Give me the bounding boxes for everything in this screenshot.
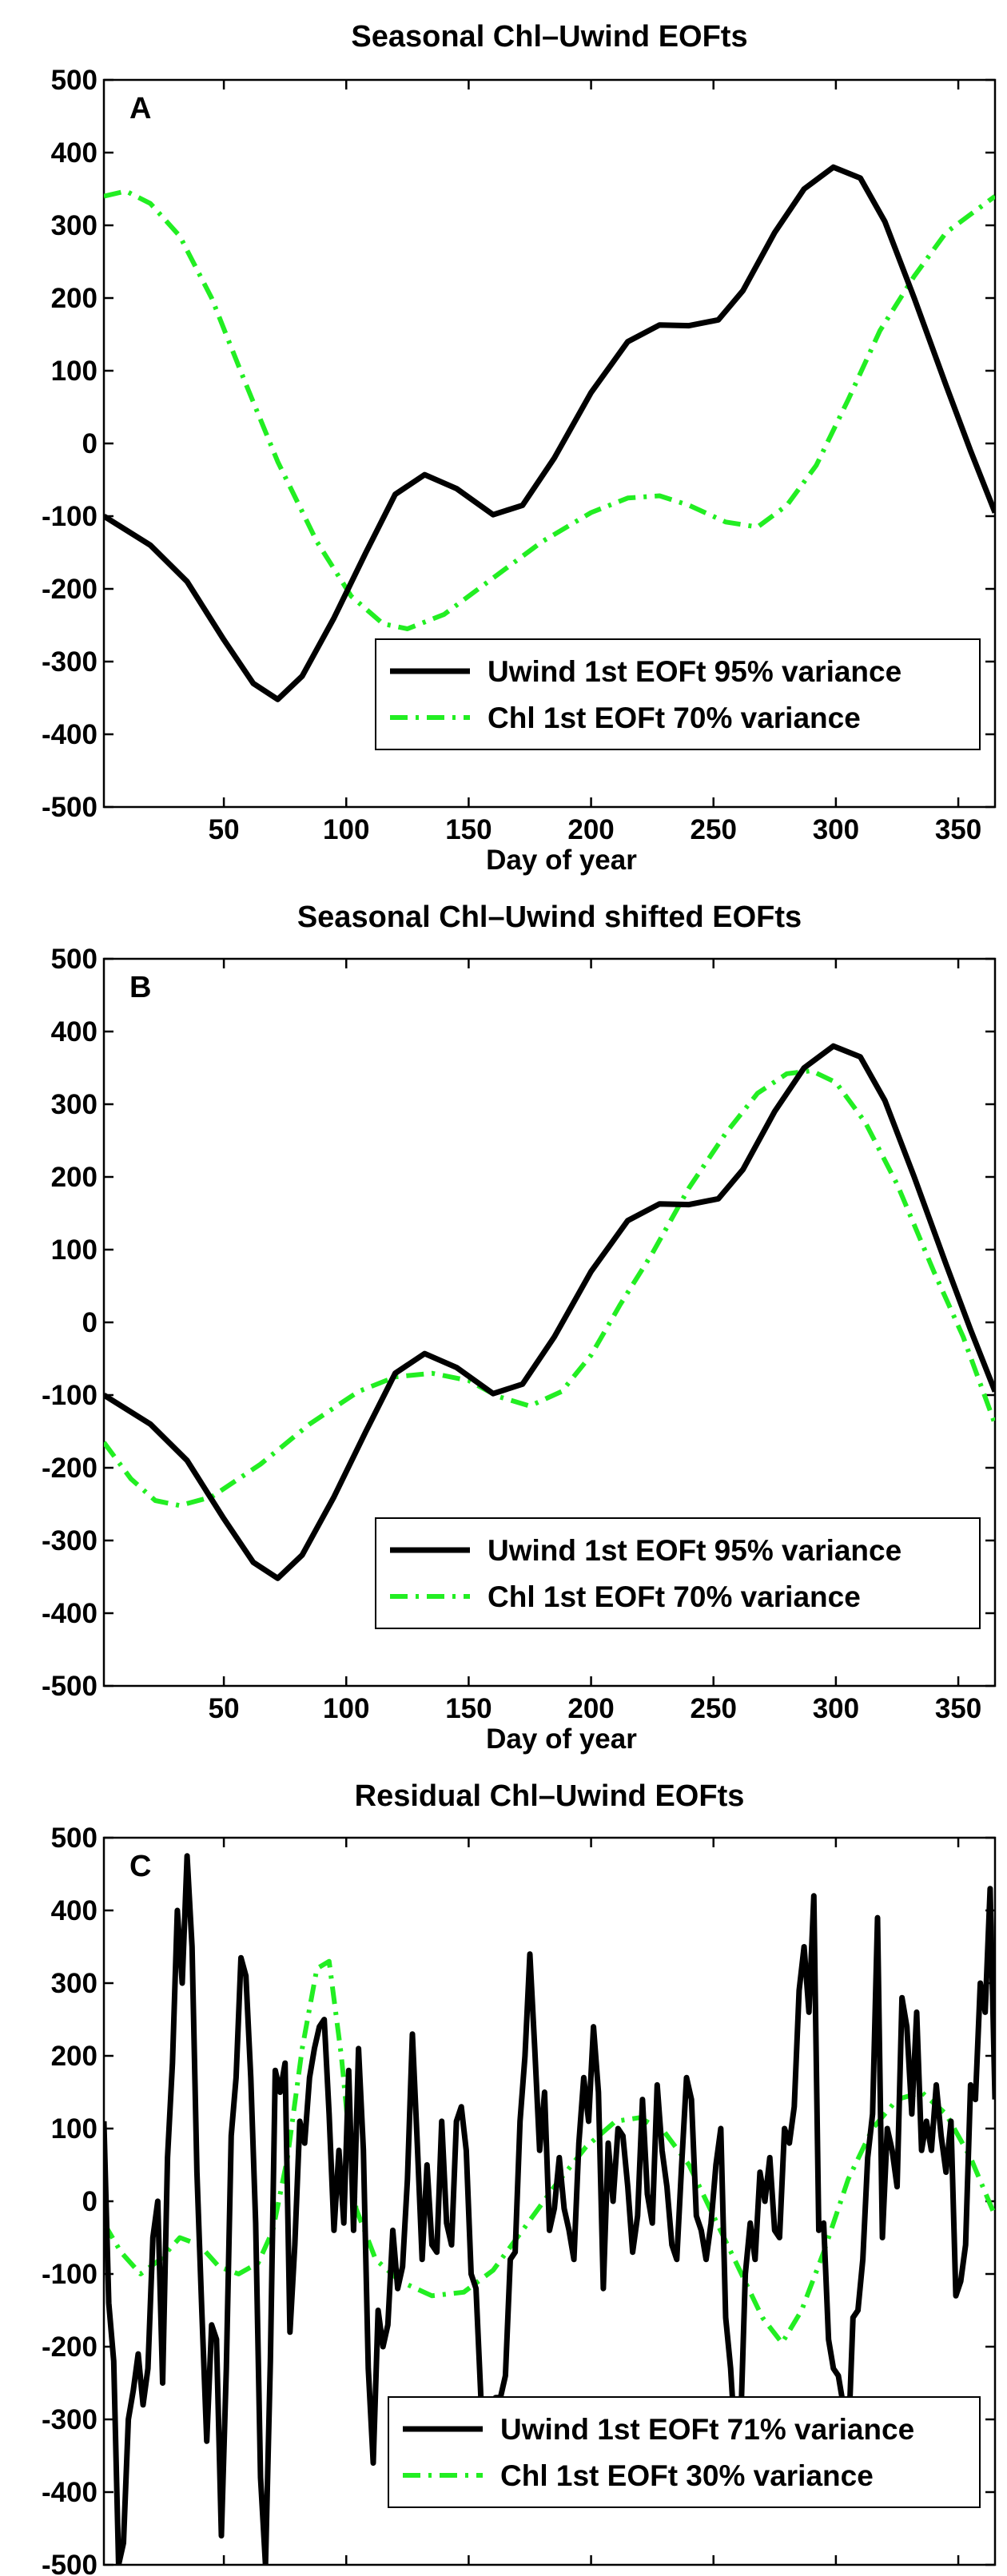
x-tick-label: 200	[567, 1693, 614, 1724]
x-tick-label: 350	[935, 2572, 981, 2576]
x-tick-label: 100	[323, 814, 369, 845]
y-tick-label: 100	[51, 356, 98, 387]
legend-label: Chl 1st EOFt 30% variance	[500, 2459, 874, 2492]
y-tick-label: -300	[42, 2404, 98, 2435]
y-tick-label: -500	[42, 792, 98, 823]
x-tick-label: 100	[323, 1693, 369, 1724]
y-tick-label: -100	[42, 501, 98, 532]
y-tick-label: -300	[42, 1525, 98, 1556]
legend: Uwind 1st EOFt 95% variance Chl 1st EOFt …	[375, 638, 981, 750]
y-tick-label: 0	[82, 428, 98, 459]
y-tick-label: -200	[42, 2332, 98, 2363]
legend-label: Uwind 1st EOFt 95% variance	[488, 655, 902, 688]
y-tick-label: 0	[82, 1307, 98, 1338]
legend-label: Chl 1st EOFt 70% variance	[488, 702, 861, 734]
x-tick-label: 300	[813, 814, 859, 845]
y-tick-label: 400	[51, 1016, 98, 1047]
y-tick-label: 200	[51, 2041, 98, 2072]
y-tick-label: 500	[51, 1823, 98, 1854]
chart-panel-b: Seasonal Chl–Uwind shifted EOFts -500 -400…	[42, 900, 997, 1755]
panel-letter: B	[129, 971, 151, 1004]
y-tick-label: -400	[42, 1598, 98, 1629]
chart-title: Seasonal Chl–Uwind EOFts	[351, 20, 747, 54]
y-tick-label: 300	[51, 1089, 98, 1120]
x-tick-label: 300	[813, 1693, 859, 1724]
y-tick-label: 0	[82, 2186, 98, 2217]
x-axis-label: Day of year	[486, 845, 637, 876]
legend-box	[375, 1517, 981, 1629]
y-tick-label: 100	[51, 2113, 98, 2145]
series-line-chl	[104, 1958, 995, 2346]
chart-title: Residual Chl–Uwind EOFts	[355, 1779, 745, 1813]
x-tick-label: 200	[567, 814, 614, 845]
x-tick-label: 300	[813, 2572, 859, 2576]
legend-label: Uwind 1st EOFt 95% variance	[488, 1534, 902, 1567]
legend-label: Chl 1st EOFt 70% variance	[488, 1580, 861, 1613]
legend: Uwind 1st EOFt 95% variance Chl 1st EOFt …	[375, 1517, 981, 1629]
y-tick-label: -500	[42, 1671, 98, 1702]
series-line-uwind	[104, 1043, 995, 1581]
series-line-chl	[104, 1068, 995, 1509]
x-tick-label: 250	[691, 2572, 737, 2576]
y-tick-label: 400	[51, 137, 98, 169]
x-tick-label: 250	[691, 814, 737, 845]
x-tick-label: 50	[209, 1693, 240, 1724]
series-line-uwind	[104, 164, 995, 702]
legend-label: Uwind 1st EOFt 71% variance	[500, 2413, 914, 2446]
chart-title: Seasonal Chl–Uwind shifted EOFts	[297, 900, 802, 934]
y-tick-label: 500	[51, 944, 98, 975]
x-tick-label: 200	[567, 2572, 614, 2576]
x-tick-label: 350	[935, 1693, 981, 1724]
x-tick-label: 50	[209, 2572, 240, 2576]
y-tick-label: 400	[51, 1895, 98, 1926]
y-tick-label: 300	[51, 210, 98, 241]
x-tick-label: 100	[323, 2572, 369, 2576]
y-tick-label: 100	[51, 1234, 98, 1266]
panel-letter: C	[129, 1850, 151, 1883]
x-tick-label: 150	[445, 2572, 492, 2576]
y-tick-label: 500	[51, 65, 98, 96]
y-tick-label: -500	[42, 2550, 98, 2576]
chart-panel-c: Residual Chl–Uwind EOFts -500 -400 -300 -200…	[42, 1779, 997, 2576]
legend: Uwind 1st EOFt 71% variance Chl 1st EOFt …	[388, 2396, 981, 2508]
y-tick-label: -300	[42, 646, 98, 678]
y-tick-label: 200	[51, 283, 98, 314]
y-tick-label: -400	[42, 2477, 98, 2508]
x-tick-label: 150	[445, 1693, 492, 1724]
panel-letter: A	[129, 92, 151, 125]
x-tick-label: 250	[691, 1693, 737, 1724]
y-tick-label: -200	[42, 1453, 98, 1484]
y-tick-label: -100	[42, 2259, 98, 2290]
series-line-chl	[104, 189, 995, 631]
y-tick-label: -200	[42, 574, 98, 605]
legend-box	[388, 2396, 981, 2508]
y-tick-label: 300	[51, 1968, 98, 1999]
x-tick-label: 150	[445, 814, 492, 845]
y-tick-label: -400	[42, 719, 98, 750]
figure-panels: Seasonal Chl–Uwind EOFts -500 -400 -300 -200…	[42, 20, 997, 2576]
chart-panel-a: Seasonal Chl–Uwind EOFts -500 -400 -300 -200…	[42, 20, 997, 876]
x-tick-label: 50	[209, 814, 240, 845]
legend-box	[375, 638, 981, 750]
x-tick-label: 350	[935, 814, 981, 845]
x-axis-label: Day of year	[486, 1723, 637, 1755]
y-tick-label: -100	[42, 1380, 98, 1411]
y-tick-label: 200	[51, 1162, 98, 1193]
